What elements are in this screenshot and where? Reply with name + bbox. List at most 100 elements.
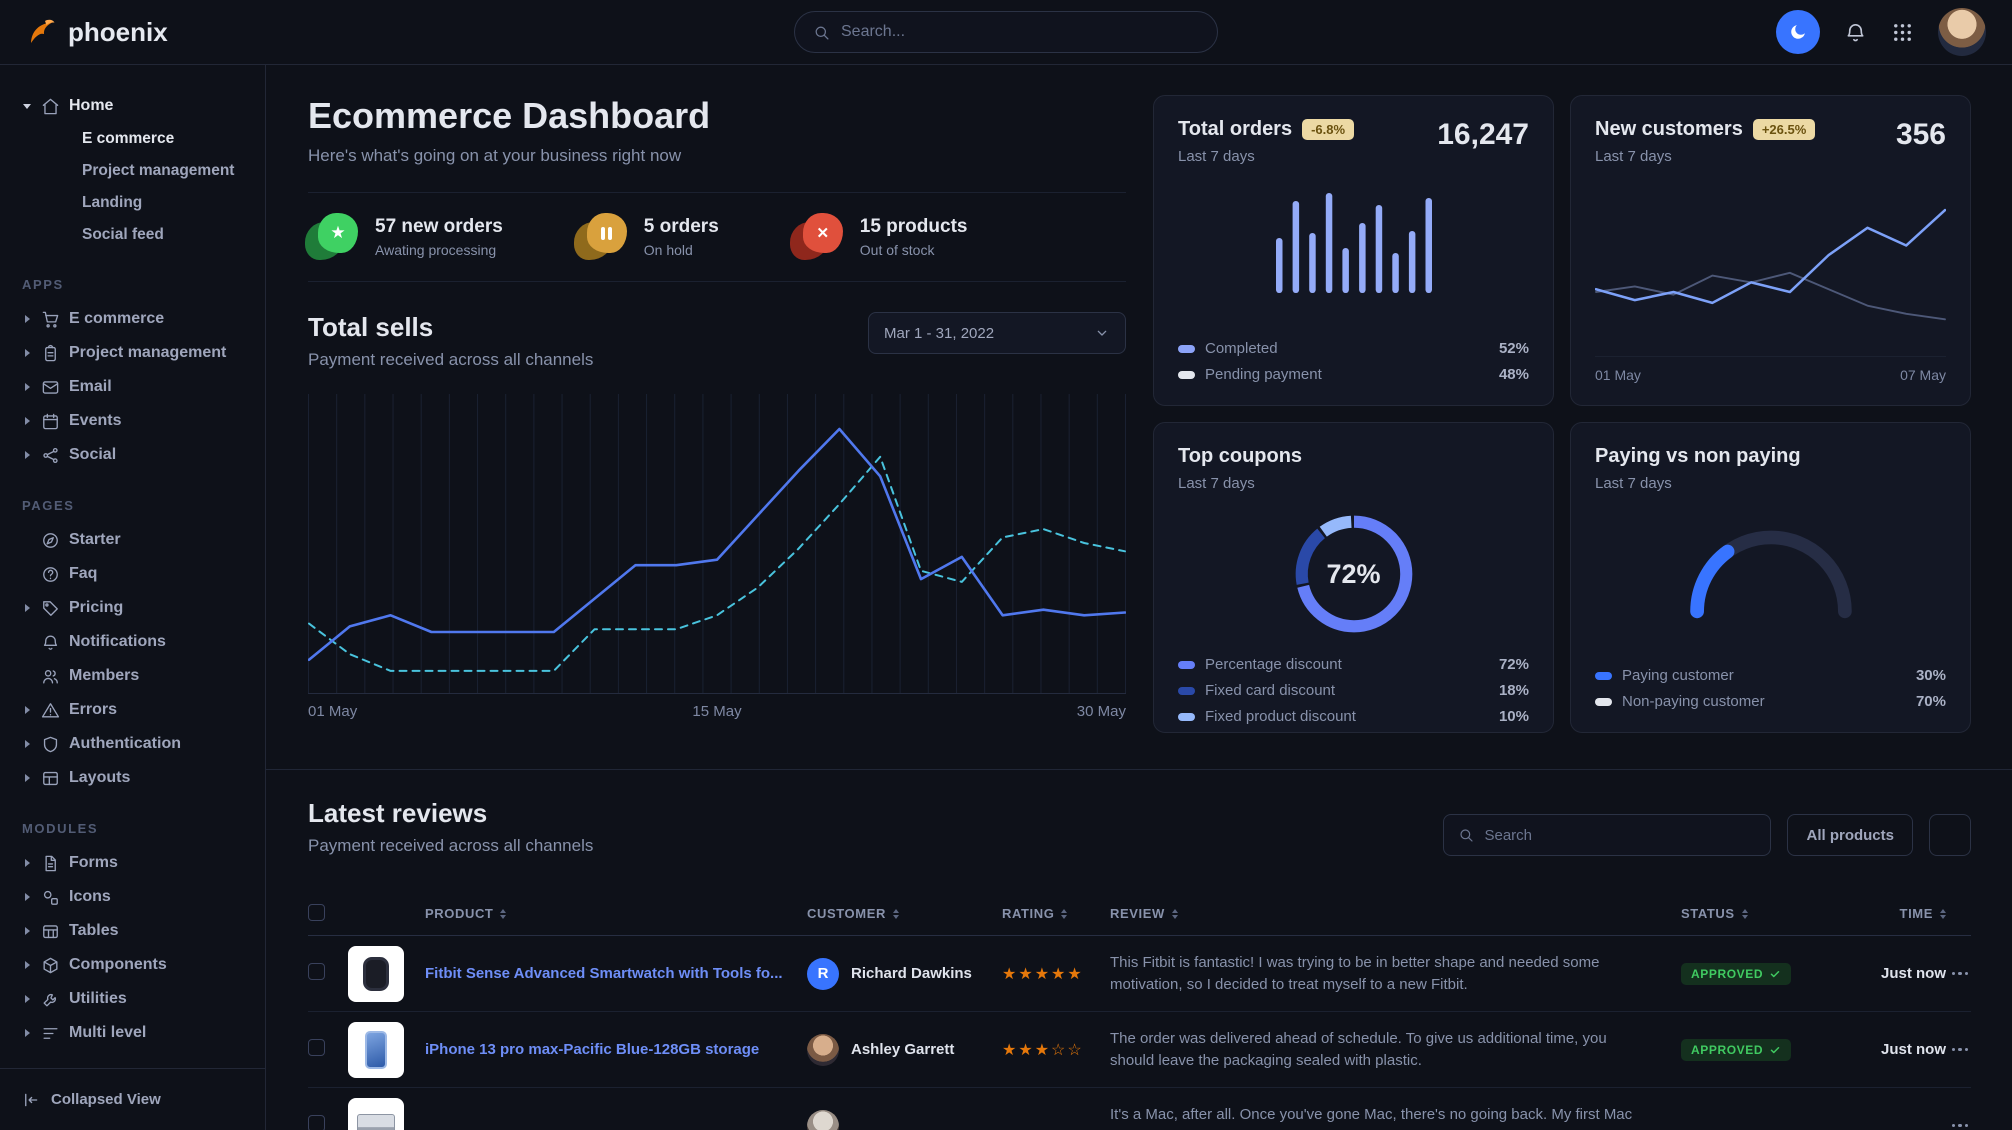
user-avatar[interactable] — [1938, 8, 1986, 56]
product-link[interactable]: iPhone 13 pro max-Pacific Blue-128GB sto… — [425, 1041, 760, 1058]
sidebar-subitem-social-feed[interactable]: Social feed — [82, 226, 164, 243]
column-header-review[interactable]: REVIEW — [1110, 906, 1681, 921]
caret-spacer — [22, 637, 32, 647]
main-content: Ecommerce Dashboard Here's what's going … — [266, 65, 2012, 1130]
donut-center-label: 72% — [1326, 558, 1381, 589]
sidebar-item-label: Notifications — [69, 633, 166, 650]
collapse-view-toggle[interactable]: Collapsed View — [0, 1068, 265, 1130]
stat-orders-on-hold: 5 orders On hold — [573, 213, 719, 261]
row-checkbox[interactable] — [308, 962, 325, 980]
legend-color — [1595, 671, 1612, 680]
row-checkbox[interactable] — [308, 1038, 325, 1056]
column-header-customer[interactable]: CUSTOMER — [807, 906, 1002, 921]
new-customers-card: New customers +26.5% Last 7 days 356 01 … — [1570, 95, 1971, 406]
star-icon: ★ — [1051, 965, 1068, 983]
sidebar-item-home[interactable]: Home — [22, 89, 253, 123]
sidebar-item-notifications[interactable]: Notifications — [22, 625, 253, 659]
sidebar-item-label: Icons — [69, 888, 111, 905]
reviews-search[interactable] — [1443, 814, 1772, 856]
reviews-title: Latest reviews — [308, 798, 488, 828]
reviews-table: PRODUCT CUSTOMER RATING REVIEW STATUS TI… — [308, 892, 1971, 1130]
star-icon — [305, 213, 358, 261]
sidebar-item-label: Events — [69, 412, 122, 429]
star-icon: ★ — [1067, 965, 1084, 983]
all-products-filter-button[interactable]: All products — [1787, 814, 1913, 856]
bell-icon — [1844, 21, 1867, 44]
row-actions-button[interactable] — [1950, 1042, 1971, 1058]
column-header-status[interactable]: STATUS — [1681, 906, 1838, 921]
sidebar-item-e-commerce[interactable]: E commerce — [22, 302, 253, 336]
latest-reviews-section: Latest reviews Payment received across a… — [308, 798, 1971, 1130]
customer-avatar — [807, 1033, 839, 1066]
reviews-more-button[interactable] — [1929, 814, 1971, 856]
caret-right-icon — [22, 858, 32, 868]
x-tick: 15 May — [692, 703, 742, 720]
brand-name: phoenix — [68, 16, 168, 47]
collapse-icon — [22, 1091, 40, 1109]
product-link[interactable]: Fitbit Sense Advanced Smartwatch with To… — [425, 965, 783, 982]
global-search-input[interactable] — [841, 23, 1199, 41]
column-header-rating[interactable]: RATING — [1002, 906, 1110, 921]
sidebar-item-tables[interactable]: Tables — [22, 914, 253, 948]
pause-icon — [573, 213, 627, 261]
sidebar-subitem-project-management[interactable]: Project management — [82, 162, 235, 179]
sidebar-item-faq[interactable]: Faq — [22, 557, 253, 591]
card-subtitle: Last 7 days — [1595, 475, 1672, 492]
legend-item: Non-paying customer 70% — [1595, 693, 1946, 710]
collapse-view-label: Collapsed View — [51, 1091, 161, 1108]
sidebar-item-label: Multi level — [69, 1024, 147, 1041]
row-actions-button[interactable] — [1950, 1118, 1971, 1130]
card-title: Top coupons — [1178, 445, 1303, 467]
star-icon: ★ — [1002, 965, 1019, 983]
rating-stars: ★★★☆☆ — [1002, 1040, 1110, 1060]
sidebar-item-errors[interactable]: Errors — [22, 693, 253, 727]
sidebar-subitem-e-commerce[interactable]: E commerce — [82, 130, 175, 147]
sidebar-item-forms[interactable]: Forms — [22, 846, 253, 880]
legend-item: Paying customer 30% — [1595, 667, 1946, 684]
theme-toggle-button[interactable] — [1776, 10, 1820, 54]
sidebar-item-layouts[interactable]: Layouts — [22, 761, 253, 795]
brand[interactable]: phoenix — [26, 16, 168, 48]
top-coupons-chart: 72% — [1284, 504, 1424, 644]
apps-grid-button[interactable] — [1891, 21, 1914, 44]
row-checkbox[interactable] — [308, 1114, 325, 1130]
legend-label: Non-paying customer — [1622, 693, 1765, 710]
card-value: 16,247 — [1437, 118, 1529, 151]
caret-spacer — [22, 569, 32, 579]
global-search[interactable] — [794, 11, 1218, 53]
sidebar-subitem-landing[interactable]: Landing — [82, 194, 143, 211]
product-image — [348, 945, 404, 1002]
date-range-select[interactable]: Mar 1 - 31, 2022 — [868, 312, 1126, 354]
sidebar-item-multi-level[interactable]: Multi level — [22, 1016, 253, 1050]
sidebar-item-events[interactable]: Events — [22, 404, 253, 438]
stat-caption: On hold — [643, 242, 693, 258]
row-actions-button[interactable] — [1950, 966, 1971, 982]
notifications-button[interactable] — [1844, 21, 1867, 44]
sidebar-item-social[interactable]: Social — [22, 438, 253, 472]
customer-avatar: R — [807, 957, 839, 990]
rating-stars: ★★★★★ — [1002, 964, 1110, 984]
sidebar-item-pricing[interactable]: Pricing — [22, 591, 253, 625]
x-tick: 01 May — [308, 703, 358, 720]
column-header-product[interactable]: PRODUCT — [425, 906, 807, 921]
sidebar-item-utilities[interactable]: Utilities — [22, 982, 253, 1016]
reviews-search-input[interactable] — [1484, 826, 1757, 844]
sidebar-item-starter[interactable]: Starter — [22, 523, 253, 557]
sidebar-section-label: APPS — [22, 277, 64, 292]
card-subtitle: Last 7 days — [1178, 148, 1255, 165]
grid-dots-icon — [1891, 21, 1914, 44]
legend-label: Pending payment — [1205, 366, 1322, 383]
select-all-checkbox[interactable] — [308, 903, 325, 921]
page-title: Ecommerce Dashboard — [308, 95, 711, 136]
check-icon — [1769, 968, 1781, 980]
column-header-time[interactable]: TIME — [1838, 906, 1946, 921]
sidebar-item-email[interactable]: Email — [22, 370, 253, 404]
review-row: It's a Mac, after all. Once you've gone … — [308, 1088, 1971, 1130]
sidebar-item-members[interactable]: Members — [22, 659, 253, 693]
sidebar-item-authentication[interactable]: Authentication — [22, 727, 253, 761]
sidebar-item-project-management[interactable]: Project management — [22, 336, 253, 370]
x-tick: 01 May — [1595, 367, 1641, 383]
sidebar-item-icons[interactable]: Icons — [22, 880, 253, 914]
sidebar-item-components[interactable]: Components — [22, 948, 253, 982]
card-title: New customers — [1595, 118, 1743, 140]
